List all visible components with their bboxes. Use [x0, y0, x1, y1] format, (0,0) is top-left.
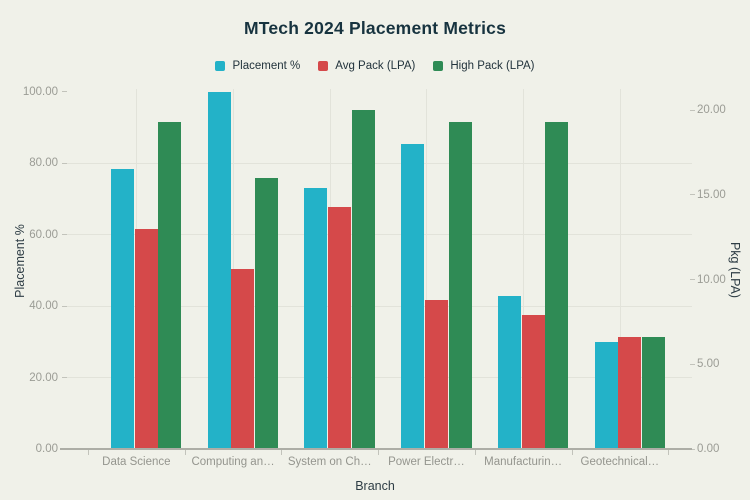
- v-gridline: [426, 89, 428, 449]
- bar-high-pack-lpa-data-science[interactable]: [158, 121, 182, 449]
- h-gridline: [67, 162, 692, 164]
- y-left-tick-label: 20.00: [29, 371, 58, 384]
- y-left-tick-mark: [62, 91, 67, 92]
- bar-avg-pack-lpa-geotechnical[interactable]: [618, 337, 642, 449]
- y-left-tick-label: 0.00: [35, 443, 58, 455]
- y-right-tick-mark: [690, 194, 695, 196]
- y-left-tick-label: 100.00: [22, 85, 58, 98]
- x-tick-label-computing-an: Computing an…: [191, 456, 275, 468]
- y-left-tick-mark: [62, 377, 67, 378]
- x-axis-line: [60, 448, 692, 450]
- y-right-tick-label: 20.00: [697, 104, 726, 116]
- y-right-tick-label: 15.00: [697, 188, 726, 201]
- bar-high-pack-lpa-computing-an[interactable]: [255, 177, 279, 449]
- x-tick-mark: [184, 449, 186, 455]
- legend-swatch-avg-pack-lpa: [318, 61, 329, 71]
- legend-label: High Pack (LPA): [450, 60, 535, 72]
- bar-placement-computing-an[interactable]: [207, 91, 231, 449]
- bar-placement-system-on-ch[interactable]: [304, 187, 328, 449]
- legend-swatch-high-pack-lpa: [433, 61, 444, 71]
- bar-avg-pack-lpa-manufacturin[interactable]: [521, 315, 545, 449]
- legend-label: Avg Pack (LPA): [335, 60, 416, 72]
- v-gridline: [233, 89, 235, 449]
- bar-avg-pack-lpa-power-electr[interactable]: [424, 299, 448, 449]
- v-gridline: [619, 89, 621, 449]
- y-left-tick-mark: [62, 162, 67, 164]
- x-tick-label-geotechnical: Geotechnical…: [580, 456, 660, 468]
- x-tick-label-power-electr: Power Electr…: [388, 456, 465, 468]
- legend-item-high-pack-lpa[interactable]: High Pack (LPA): [433, 60, 535, 72]
- bar-avg-pack-lpa-data-science[interactable]: [134, 228, 158, 449]
- x-axis-title: Branch: [355, 479, 395, 493]
- y-left-tick-label: 40.00: [29, 300, 58, 312]
- y-left-tick-mark: [62, 305, 67, 307]
- chart-title: MTech 2024 Placement Metrics: [243, 18, 507, 38]
- bar-avg-pack-lpa-system-on-ch[interactable]: [328, 206, 352, 449]
- x-tick-label-manufacturin: Manufacturin…: [484, 456, 563, 468]
- y-right-tick-label: 5.00: [697, 358, 720, 371]
- x-tick-mark: [281, 449, 283, 455]
- legend-label: Placement %: [232, 60, 301, 72]
- bar-high-pack-lpa-geotechnical[interactable]: [641, 337, 665, 449]
- bar-placement-power-electr[interactable]: [401, 144, 425, 449]
- y-right-tick-mark: [690, 279, 695, 280]
- bar-placement-geotechnical[interactable]: [594, 341, 618, 449]
- x-tick-mark: [378, 449, 380, 455]
- h-gridline: [67, 377, 692, 378]
- bar-placement-data-science[interactable]: [111, 168, 134, 449]
- x-tick-mark: [571, 449, 573, 455]
- y-right-tick-mark: [690, 363, 695, 365]
- x-tick-label-system-on-ch: System on Ch…: [287, 456, 372, 468]
- x-tick-mark: [88, 449, 89, 455]
- v-gridline: [523, 89, 525, 449]
- y-right-tick-mark: [690, 109, 695, 111]
- x-tick-label-data-science: Data Science: [102, 456, 171, 468]
- bar-high-pack-lpa-system-on-ch[interactable]: [351, 110, 375, 449]
- bar-placement-manufacturin[interactable]: [497, 295, 521, 449]
- legend: Placement % Avg Pack (LPA) High Pack (LPA): [0, 60, 750, 72]
- h-gridline: [67, 234, 692, 235]
- y-axis-title-left: Placement %: [13, 224, 27, 298]
- legend-item-placement[interactable]: Placement %: [215, 60, 300, 72]
- legend-item-avg-pack-lpa[interactable]: Avg Pack (LPA): [318, 60, 415, 72]
- y-right-tick-label: 10.00: [697, 273, 726, 286]
- x-tick-mark: [474, 449, 476, 455]
- bar-high-pack-lpa-manufacturin[interactable]: [545, 121, 569, 449]
- y-left-tick-label: 60.00: [29, 228, 58, 241]
- bar-high-pack-lpa-power-electr[interactable]: [448, 121, 472, 449]
- h-gridline: [67, 305, 692, 307]
- y-right-tick-label: 0.00: [697, 443, 720, 455]
- y-left-tick-label: 80.00: [29, 157, 58, 169]
- legend-swatch-placement: [215, 61, 226, 71]
- bar-avg-pack-lpa-computing-an[interactable]: [231, 269, 255, 449]
- y-left-tick-mark: [62, 234, 67, 235]
- y-right-tick-mark: [690, 448, 695, 450]
- y-axis-title-right: Pkg (LPA): [728, 241, 742, 299]
- x-tick-mark: [668, 449, 670, 455]
